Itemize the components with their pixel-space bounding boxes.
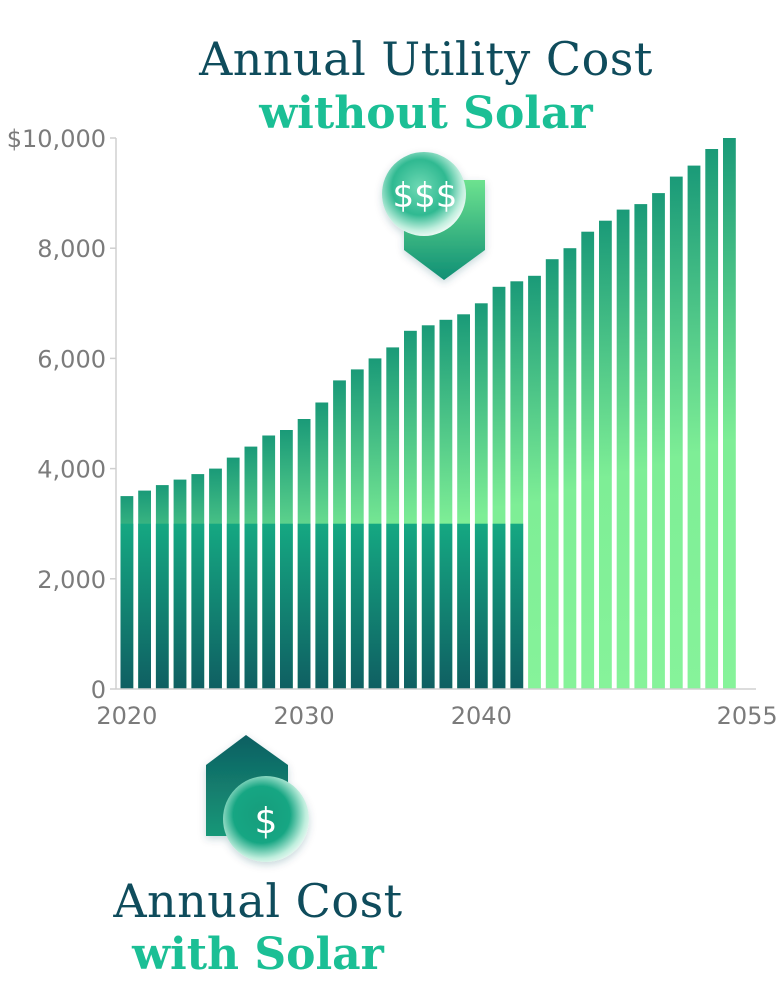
bar-with-solar-2020 bbox=[120, 523, 134, 689]
bar-without-solar-2050 bbox=[652, 193, 665, 689]
bar-with-solar-2030 bbox=[297, 523, 311, 689]
bar-with-solar-2039 bbox=[457, 523, 470, 689]
y-tick-label: 0 bbox=[91, 676, 106, 704]
x-tick-label: 2055 bbox=[717, 702, 778, 730]
dollar-icon: $ bbox=[255, 801, 278, 842]
bar-with-solar-2026 bbox=[226, 523, 240, 689]
bar-with-solar-2035 bbox=[386, 523, 400, 689]
chart-title-top: Annual Utility Cost without Solar bbox=[0, 30, 780, 140]
bar-with-solar-2022 bbox=[155, 523, 169, 689]
y-axis-ticks: 0 2,000 4,000 6,000 8,000 $10,000 bbox=[7, 125, 116, 704]
y-tick-label: 2,000 bbox=[37, 566, 106, 594]
chart-title-bottom: Annual Cost with Solar bbox=[0, 872, 516, 980]
title-bottom-line2: with Solar bbox=[132, 929, 384, 980]
bar-with-solar-2037 bbox=[421, 523, 435, 689]
bar-with-solar-2041 bbox=[492, 523, 506, 689]
bar-without-solar-2053 bbox=[705, 149, 719, 689]
bar-with-solar-2033 bbox=[350, 523, 364, 689]
bar-without-solar-2051 bbox=[669, 176, 683, 690]
bar-with-solar-2027 bbox=[244, 523, 258, 689]
title-top-line2: without Solar bbox=[259, 88, 593, 139]
money-tag-icon-top: $$$ bbox=[382, 152, 485, 280]
bar-with-solar-2036 bbox=[404, 523, 417, 689]
money-tag-icon-bottom: $ bbox=[206, 735, 309, 862]
x-tick-label: 2030 bbox=[274, 702, 335, 730]
y-tick-label: 6,000 bbox=[37, 345, 106, 373]
bar-with-solar-2032 bbox=[333, 523, 346, 689]
x-tick-label: 2040 bbox=[451, 702, 512, 730]
bar-with-solar-2038 bbox=[439, 523, 453, 689]
bar-with-solar-2042 bbox=[510, 523, 524, 689]
bar-with-solar-2031 bbox=[315, 523, 329, 689]
bar-with-solar-2034 bbox=[368, 523, 382, 689]
title-top-line1: Annual Utility Cost bbox=[199, 32, 653, 86]
y-tick-label: 4,000 bbox=[37, 456, 106, 484]
y-tick-label: $10,000 bbox=[7, 125, 106, 153]
x-axis-ticks: 2020 2030 2040 2055 bbox=[96, 702, 777, 730]
bar-without-solar-2044 bbox=[545, 259, 559, 689]
bar-without-solar-2046 bbox=[581, 231, 595, 689]
title-bottom-line1: Annual Cost bbox=[113, 874, 403, 928]
bar-without-solar-2045 bbox=[563, 248, 577, 689]
bar-without-solar-2052 bbox=[687, 165, 701, 690]
bar-without-solar-2048 bbox=[616, 209, 630, 689]
series-with-solar bbox=[120, 523, 524, 689]
bar-without-solar-2049 bbox=[634, 204, 648, 689]
bar-with-solar-2040 bbox=[474, 523, 488, 689]
bar-without-solar-2043 bbox=[528, 275, 541, 690]
bar-with-solar-2021 bbox=[138, 523, 151, 689]
y-tick-label: 8,000 bbox=[37, 235, 106, 263]
triple-dollar-icon: $$$ bbox=[393, 176, 458, 216]
bar-without-solar-2047 bbox=[599, 220, 612, 689]
bar-with-solar-2025 bbox=[209, 523, 222, 689]
bar-with-solar-2023 bbox=[173, 523, 187, 689]
x-tick-label: 2020 bbox=[96, 702, 157, 730]
bar-with-solar-2024 bbox=[191, 523, 205, 689]
bar-without-solar-2054 bbox=[723, 138, 736, 689]
bar-with-solar-2028 bbox=[262, 523, 276, 689]
bar-with-solar-2029 bbox=[280, 523, 293, 689]
